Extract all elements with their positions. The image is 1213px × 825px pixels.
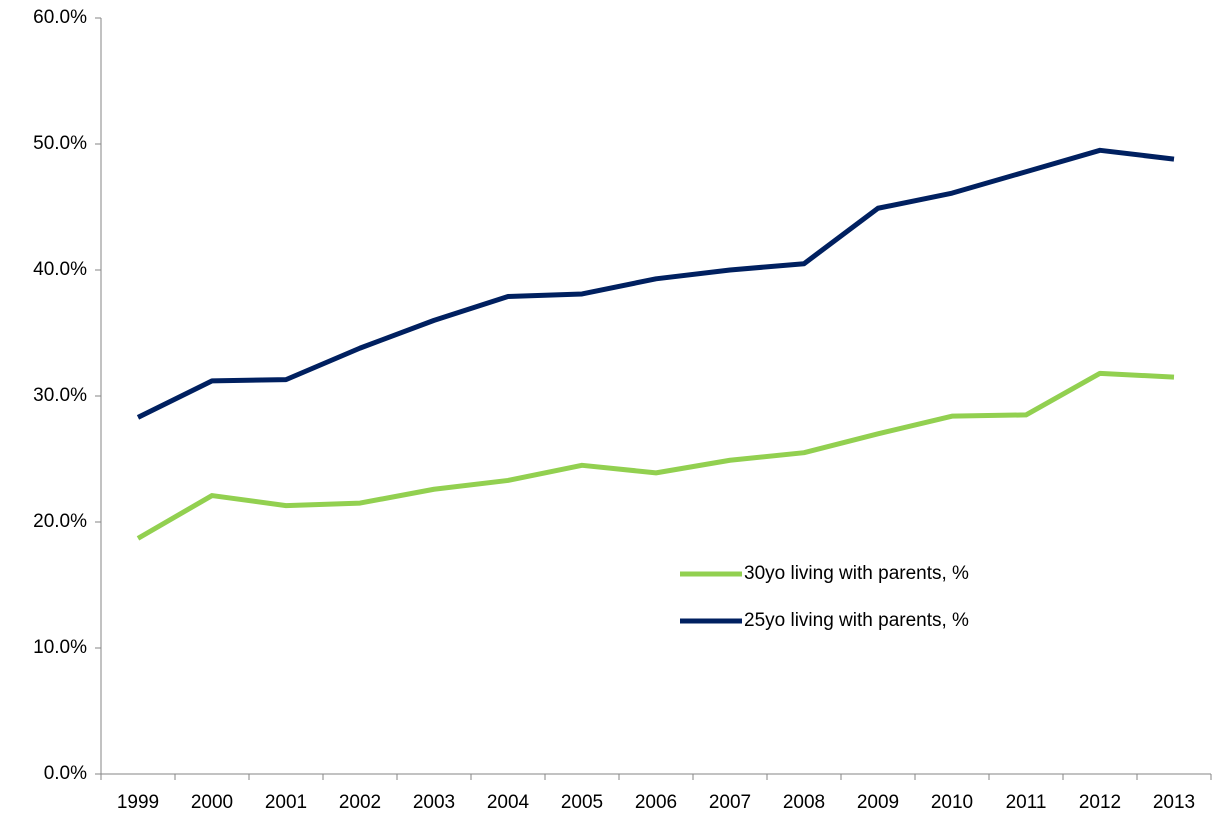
x-tick-label: 2004: [487, 792, 530, 813]
x-tick-label: 2002: [339, 792, 381, 813]
x-tick-label: 2001: [265, 792, 307, 813]
y-tick-label: 60.0%: [33, 7, 87, 28]
legend-label: 25yo living with parents, %: [744, 610, 969, 631]
y-tick-label: 0.0%: [44, 763, 87, 784]
series-line: [136, 370, 1175, 541]
x-tick-label: 2008: [783, 792, 825, 813]
x-tick-label: 2000: [191, 792, 233, 813]
x-tick-label: 2013: [1153, 792, 1195, 813]
x-tick-label: 2003: [413, 792, 455, 813]
y-tick-label: 40.0%: [33, 259, 87, 280]
legend-label: 30yo living with parents, %: [744, 563, 969, 584]
x-tick-label: 2011: [1006, 792, 1047, 813]
x-tick-label: 1999: [117, 792, 159, 813]
x-tick-label: 2005: [561, 792, 603, 813]
y-tick-label: 50.0%: [33, 133, 87, 154]
y-tick-label: 30.0%: [33, 385, 87, 406]
x-tick-label: 2006: [635, 792, 677, 813]
x-tick-label: 2010: [931, 792, 973, 813]
y-tick-label: 10.0%: [33, 637, 87, 658]
x-tick-label: 2007: [709, 792, 751, 813]
series-line: [136, 147, 1175, 420]
y-tick-label: 20.0%: [33, 511, 87, 532]
x-tick-label: 2009: [857, 792, 899, 813]
x-tick-label: 2012: [1079, 792, 1121, 813]
